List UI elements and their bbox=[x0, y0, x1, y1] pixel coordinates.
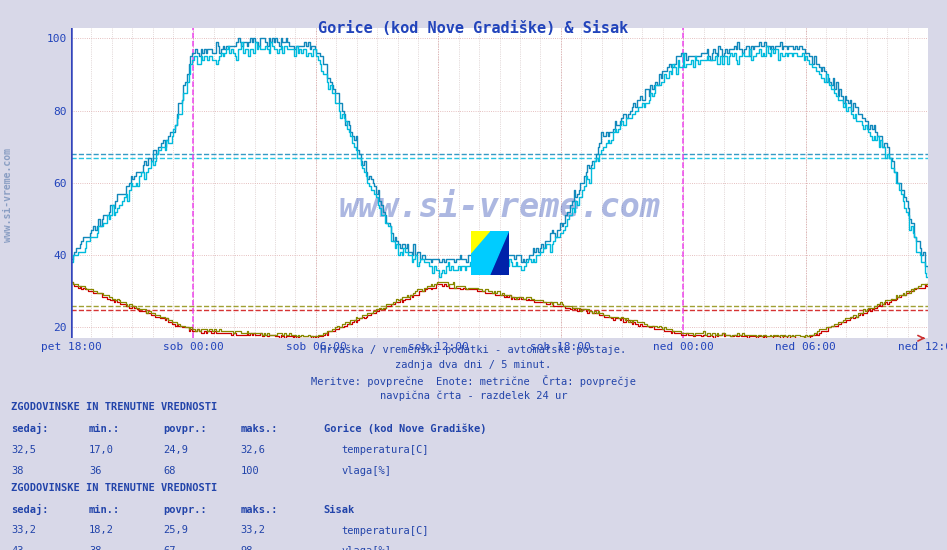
Text: www.si-vreme.com: www.si-vreme.com bbox=[3, 148, 12, 242]
Text: navpična črta - razdelek 24 ur: navpična črta - razdelek 24 ur bbox=[380, 390, 567, 401]
Text: sedaj:: sedaj: bbox=[11, 504, 49, 515]
Text: ZGODOVINSKE IN TRENUTNE VREDNOSTI: ZGODOVINSKE IN TRENUTNE VREDNOSTI bbox=[11, 482, 218, 493]
Text: 33,2: 33,2 bbox=[241, 525, 265, 536]
Text: Hrvaška / vremenski podatki - avtomatske postaje.: Hrvaška / vremenski podatki - avtomatske… bbox=[320, 344, 627, 355]
Text: 33,2: 33,2 bbox=[11, 525, 36, 536]
Text: povpr.:: povpr.: bbox=[163, 424, 206, 434]
Text: Sisak: Sisak bbox=[324, 504, 355, 515]
Text: 43: 43 bbox=[11, 546, 24, 550]
Polygon shape bbox=[471, 231, 509, 275]
Text: vlaga[%]: vlaga[%] bbox=[342, 465, 392, 476]
Text: sedaj:: sedaj: bbox=[11, 423, 49, 434]
Text: 32,5: 32,5 bbox=[11, 444, 36, 455]
Text: Gorice (kod Nove Gradiške) & Sisak: Gorice (kod Nove Gradiške) & Sisak bbox=[318, 21, 629, 36]
Polygon shape bbox=[471, 231, 490, 253]
Text: Gorice (kod Nove Gradiške): Gorice (kod Nove Gradiške) bbox=[324, 424, 487, 434]
Text: temperatura[C]: temperatura[C] bbox=[342, 525, 429, 536]
Text: temperatura[C]: temperatura[C] bbox=[342, 444, 429, 455]
Text: maks.:: maks.: bbox=[241, 504, 278, 515]
Text: www.si-vreme.com: www.si-vreme.com bbox=[338, 191, 661, 224]
Text: 38: 38 bbox=[89, 546, 101, 550]
Text: min.:: min.: bbox=[89, 424, 120, 434]
Text: Meritve: povprečne  Enote: metrične  Črta: povprečje: Meritve: povprečne Enote: metrične Črta:… bbox=[311, 375, 636, 387]
Text: povpr.:: povpr.: bbox=[163, 504, 206, 515]
Text: 36: 36 bbox=[89, 465, 101, 476]
Text: 98: 98 bbox=[241, 546, 253, 550]
Text: 67: 67 bbox=[163, 546, 175, 550]
Text: 25,9: 25,9 bbox=[163, 525, 188, 536]
Text: 18,2: 18,2 bbox=[89, 525, 114, 536]
Text: maks.:: maks.: bbox=[241, 424, 278, 434]
Text: 68: 68 bbox=[163, 465, 175, 476]
Text: 38: 38 bbox=[11, 465, 24, 476]
Text: ZGODOVINSKE IN TRENUTNE VREDNOSTI: ZGODOVINSKE IN TRENUTNE VREDNOSTI bbox=[11, 402, 218, 412]
Text: min.:: min.: bbox=[89, 504, 120, 515]
Text: 32,6: 32,6 bbox=[241, 444, 265, 455]
Text: 17,0: 17,0 bbox=[89, 444, 114, 455]
Text: 100: 100 bbox=[241, 465, 259, 476]
Text: 24,9: 24,9 bbox=[163, 444, 188, 455]
Polygon shape bbox=[490, 231, 509, 275]
Text: vlaga[%]: vlaga[%] bbox=[342, 546, 392, 550]
Text: zadnja dva dni / 5 minut.: zadnja dva dni / 5 minut. bbox=[396, 360, 551, 370]
